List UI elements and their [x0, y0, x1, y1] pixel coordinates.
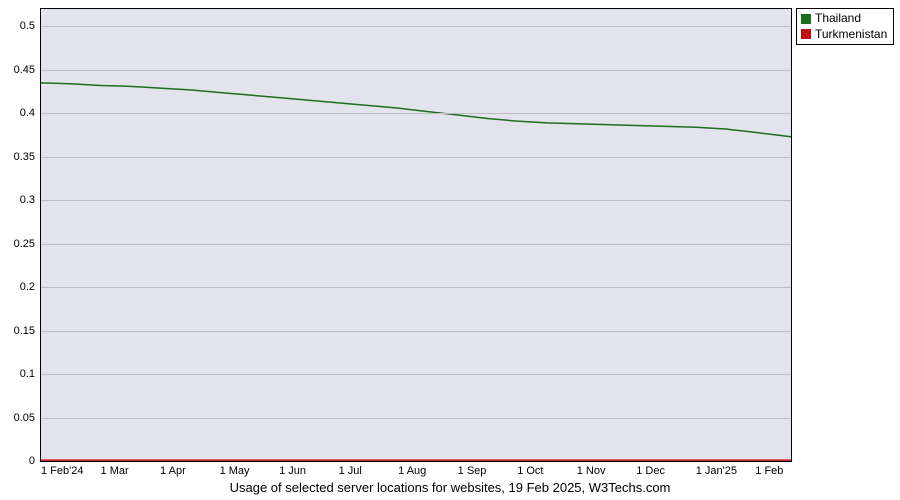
legend-label: Turkmenistan	[815, 27, 887, 43]
x-tick-label: 1 Oct	[517, 461, 543, 477]
y-tick-label: 0.1	[20, 368, 41, 380]
y-tick-label: 0.25	[14, 238, 41, 250]
legend-swatch-icon	[801, 29, 811, 39]
y-tick-label: 0.05	[14, 412, 41, 424]
grid-line	[41, 113, 791, 114]
x-tick-label: 1 Aug	[398, 461, 426, 477]
series-lines	[41, 9, 791, 461]
grid-line	[41, 374, 791, 375]
legend-swatch-icon	[801, 14, 811, 24]
x-tick-label: 1 Mar	[101, 461, 129, 477]
x-tick-label: 1 Jul	[339, 461, 362, 477]
series-line-thailand	[41, 83, 791, 137]
x-tick-label: 1 Sep	[458, 461, 487, 477]
legend-item: Turkmenistan	[801, 27, 887, 43]
y-tick-label: 0.35	[14, 151, 41, 163]
legend-label: Thailand	[815, 11, 861, 27]
grid-line	[41, 200, 791, 201]
x-tick-label: 1 Apr	[160, 461, 186, 477]
y-tick-label: 0	[29, 455, 41, 467]
legend-item: Thailand	[801, 11, 887, 27]
x-tick-label: 1 Jan'25	[696, 461, 737, 477]
grid-line	[41, 418, 791, 419]
grid-line	[41, 70, 791, 71]
x-tick-label: 1 Jun	[279, 461, 306, 477]
grid-line	[41, 331, 791, 332]
grid-line	[41, 26, 791, 27]
y-tick-label: 0.3	[20, 194, 41, 206]
y-tick-label: 0.45	[14, 64, 41, 76]
legend: ThailandTurkmenistan	[796, 8, 894, 45]
y-tick-label: 0.4	[20, 107, 41, 119]
chart-caption: Usage of selected server locations for w…	[0, 480, 900, 495]
x-tick-label: 1 Nov	[577, 461, 606, 477]
x-tick-label: 1 May	[220, 461, 250, 477]
x-tick-label: 1 Feb	[755, 461, 783, 477]
grid-line	[41, 244, 791, 245]
x-tick-label: 1 Feb'24	[41, 461, 83, 477]
chart-plot-area: 00.050.10.150.20.250.30.350.40.450.51 Fe…	[40, 8, 792, 462]
grid-line	[41, 287, 791, 288]
x-tick-label: 1 Dec	[636, 461, 665, 477]
y-tick-label: 0.5	[20, 20, 41, 32]
y-tick-label: 0.2	[20, 281, 41, 293]
y-tick-label: 0.15	[14, 325, 41, 337]
grid-line	[41, 157, 791, 158]
